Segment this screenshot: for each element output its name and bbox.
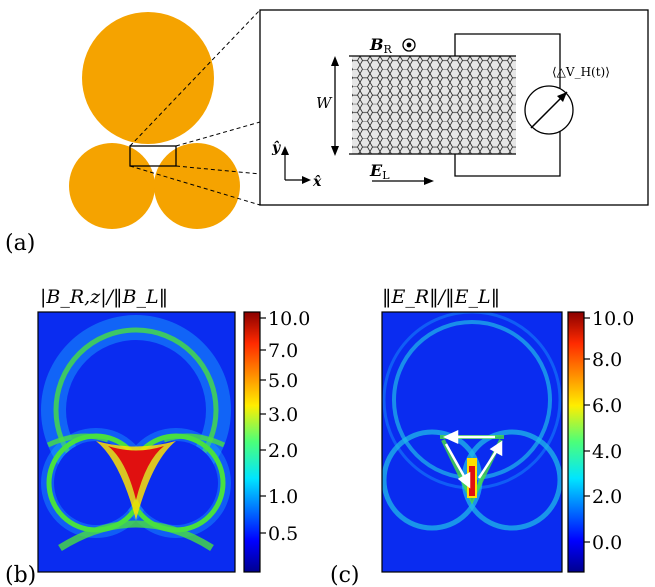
colorbar-b-tick: 2.0 [268,440,298,462]
panel-b-field-map [38,312,235,572]
colorbar-c-tick: 8.0 [592,349,622,371]
zoom-lines [129,9,261,206]
colorbar-c-tick: 10.0 [592,308,634,330]
colorbar-c-tick: 0.0 [592,532,622,554]
colorbar-b-tick: 7.0 [268,340,298,362]
panel-c-frame [381,311,563,573]
voltmeter-label: ⟨△V_H(t)⟩ [552,65,610,79]
panel-c-title: ‖E_R‖/‖E_L‖ [382,286,500,308]
out-of-plane-icon [402,38,416,52]
right-small-particle [154,143,240,229]
colorbar-b-tick: 1.0 [268,486,298,508]
circuit-wire-bottom [454,126,561,177]
panel-c-arrows [442,430,503,489]
panel-c-label: (c) [330,563,360,587]
width-label: W [316,94,333,112]
colorbar-b-tick: 3.0 [268,404,298,426]
panel-b-title: |B_R,z|/‖B_L‖ [40,286,168,308]
panel-a [69,9,649,229]
colorbar-c-tick: 6.0 [592,395,622,417]
colorbar-c-tick: 4.0 [592,441,622,463]
panel-b-frame [37,311,236,573]
panel-a-label: (a) [5,231,35,256]
panel-c-field-map [382,312,562,572]
gap-zoom-box [129,145,177,167]
circuit-wire-top [454,33,561,94]
left-small-particle [69,143,155,229]
panel-b-colorbar-ticks [260,317,266,534]
panel-b-label: (b) [5,563,36,587]
panel-c-colorbar-ticks [584,317,590,543]
e-field-label: EL [369,161,390,182]
b-field-label: BR [369,35,393,56]
y-axis-label: ŷ [271,139,281,156]
large-particle [82,12,214,144]
colorbar-b-tick: 10.0 [268,308,310,330]
panel-b-colorbar [243,311,261,573]
colorbar-b-tick: 5.0 [268,370,298,392]
x-axis-label: x̂ [312,174,322,190]
panel-c-colorbar [567,311,585,573]
colorbar-c-tick: 2.0 [592,486,622,508]
colorbar-b-tick: 0.5 [268,523,298,545]
